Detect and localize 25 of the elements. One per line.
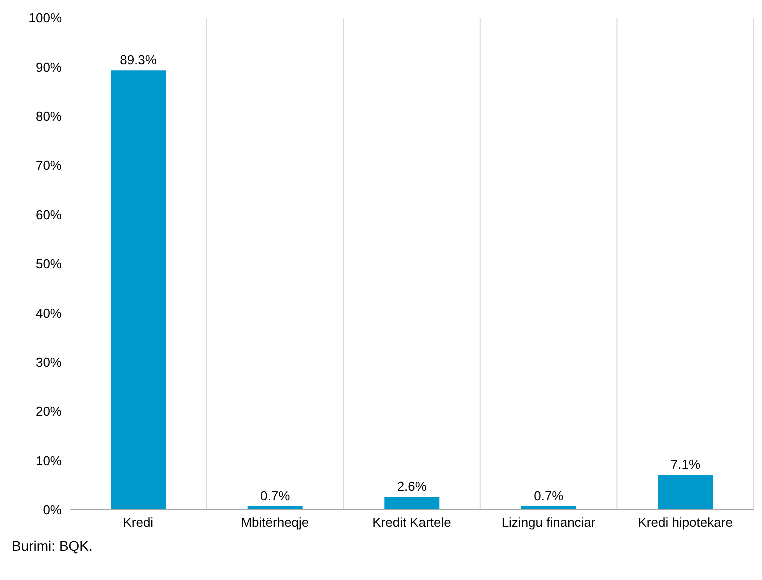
y-tick-label: 20% bbox=[36, 404, 62, 420]
x-tick-label: Kredit Kartele bbox=[372, 515, 452, 530]
bar bbox=[384, 497, 440, 510]
y-tick-label: 100% bbox=[28, 10, 62, 26]
data-label: 89.3% bbox=[120, 52, 158, 68]
text: Burimi: BQK. bbox=[12, 538, 94, 554]
x-tick-label: Mbitërheqje bbox=[241, 515, 310, 530]
y-tick-label: 60% bbox=[36, 207, 62, 222]
y-tick-label: 90% bbox=[36, 60, 62, 75]
y-tick-label: 40% bbox=[36, 306, 62, 321]
y-tick-label: 10% bbox=[36, 453, 62, 468]
bar bbox=[658, 475, 714, 510]
bar bbox=[111, 70, 166, 510]
y-tick-label: 50% bbox=[36, 256, 62, 272]
x-tick-label: Kredi hipotekare bbox=[638, 515, 733, 530]
y-tick-label: 30% bbox=[36, 355, 62, 370]
data-label: 2.6% bbox=[397, 479, 428, 494]
data-label: 7.1% bbox=[670, 457, 701, 472]
y-tick-label: 70% bbox=[36, 158, 62, 174]
y-tick-label: 0% bbox=[43, 502, 62, 518]
x-tick-label: Lizingu financiar bbox=[502, 515, 596, 530]
data-label: 0.7% bbox=[534, 488, 564, 504]
x-tick-label: Kredi bbox=[123, 515, 154, 530]
data-label: 0.7% bbox=[260, 488, 291, 504]
y-tick-label: 80% bbox=[36, 109, 62, 124]
